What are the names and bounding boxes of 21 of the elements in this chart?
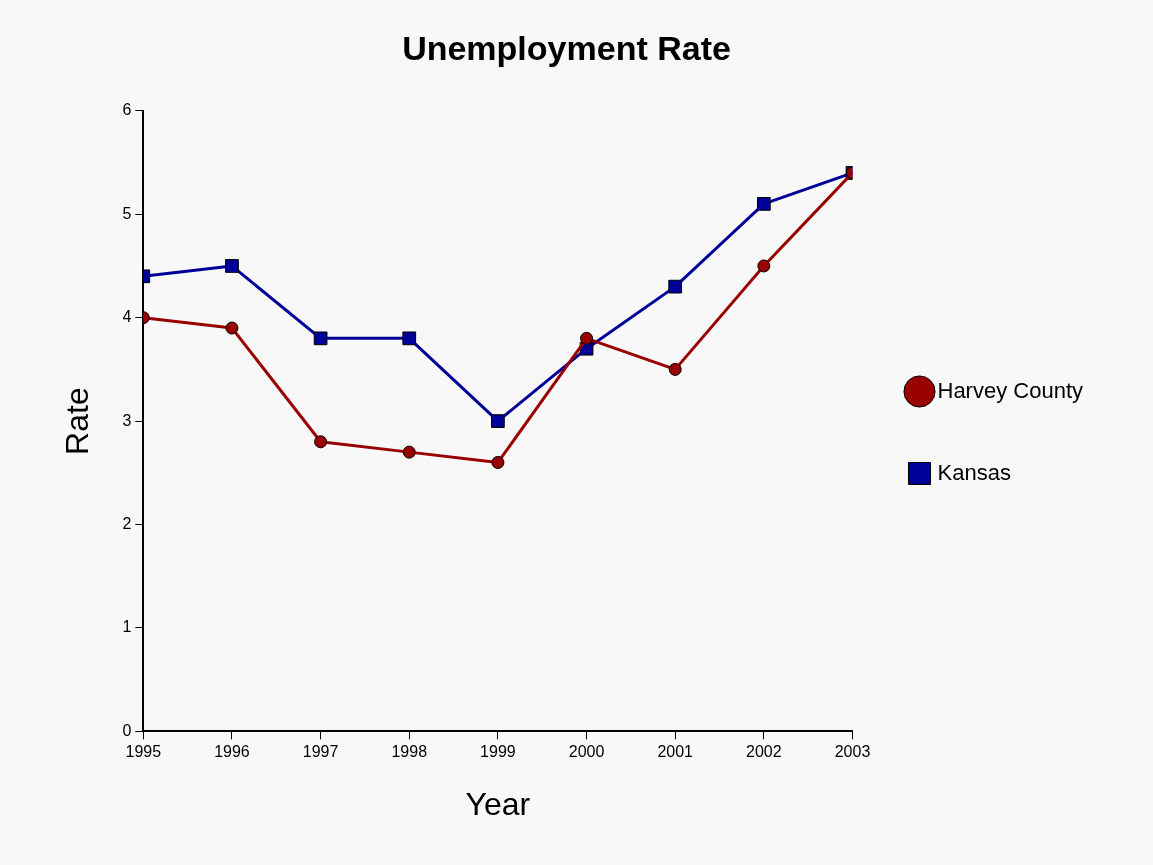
x-tick-label: 1998 bbox=[391, 743, 428, 761]
x-tick-label: 2001 bbox=[657, 743, 694, 761]
y-tick-label: 2 bbox=[122, 514, 132, 532]
legend-label: Harvey County bbox=[937, 377, 1084, 403]
y-tick-label: 1 bbox=[122, 618, 132, 636]
y-tick-label: 5 bbox=[122, 204, 132, 222]
x-axis-title: Year bbox=[465, 785, 531, 822]
y-tick-label: 4 bbox=[122, 308, 132, 326]
x-tick-label: 1996 bbox=[214, 743, 250, 761]
y-tick-label: 0 bbox=[122, 721, 132, 739]
x-tick-label: 2003 bbox=[834, 743, 871, 761]
x-tick-label: 1999 bbox=[480, 743, 516, 761]
x-tick-label: 1997 bbox=[302, 743, 339, 761]
x-tick-label: 1995 bbox=[125, 743, 162, 761]
y-tick-label: 6 bbox=[122, 101, 132, 119]
x-tick-label: 2000 bbox=[568, 743, 605, 761]
y-tick-label: 3 bbox=[122, 411, 132, 429]
legend-label: Kansas bbox=[937, 459, 1011, 485]
y-axis-title: Rate bbox=[59, 387, 96, 455]
chart-title: Unemployment Rate bbox=[402, 28, 731, 67]
x-tick-label: 2002 bbox=[746, 743, 782, 761]
